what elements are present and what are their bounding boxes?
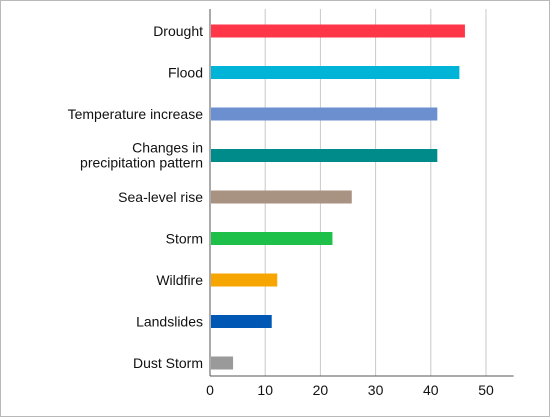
- x-tick-label: 30: [368, 382, 384, 398]
- bar: [211, 66, 460, 79]
- category-label: Drought: [153, 23, 203, 39]
- category-label: Sea-level rise: [118, 189, 203, 205]
- category-label: Dust Storm: [133, 355, 203, 371]
- bars: [211, 24, 465, 370]
- category-label: precipitation pattern: [80, 155, 203, 171]
- category-label: Wildfire: [156, 272, 203, 288]
- category-label: Changes in: [132, 140, 203, 156]
- axes: [209, 9, 514, 377]
- bar: [211, 315, 272, 328]
- x-tick-label: 50: [478, 382, 494, 398]
- bar: [211, 107, 438, 121]
- category-label: Temperature increase: [68, 106, 204, 122]
- bar: [211, 24, 465, 38]
- category-labels: Drought Flood Temperature increase Changes …: [68, 23, 204, 371]
- bar: [211, 232, 333, 245]
- bar: [211, 356, 234, 370]
- category-label: Landslides: [136, 314, 203, 330]
- x-tick-label: 10: [257, 382, 273, 398]
- bar: [211, 149, 438, 162]
- tick-labels: 0 10 20 30 40 50: [206, 382, 494, 398]
- x-tick-label: 20: [313, 382, 329, 398]
- bar: [211, 273, 278, 287]
- category-label: Storm: [166, 231, 203, 247]
- x-tick-label: 0: [206, 382, 214, 398]
- bar: [211, 190, 352, 204]
- x-tick-label: 40: [423, 382, 439, 398]
- category-label: Flood: [168, 65, 203, 81]
